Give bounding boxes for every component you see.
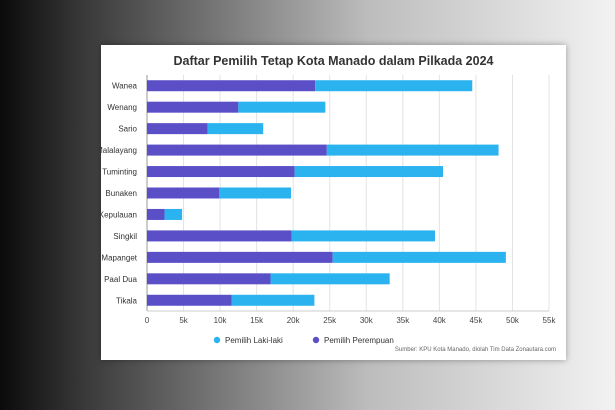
- category-label: Singkil: [113, 232, 137, 241]
- bar-perempuan: [147, 294, 232, 306]
- bar-perempuan: [147, 187, 220, 199]
- source-note: Sumber: KPU Kota Manado, diolah Tim Data…: [394, 347, 556, 353]
- category-label: Malalayang: [101, 146, 137, 155]
- category-label: Wanea: [112, 82, 138, 91]
- category-label: Tikala: [116, 296, 138, 305]
- category-label: Bunaken Kepulauan: [101, 210, 137, 219]
- bar-laki-laki: [270, 273, 390, 285]
- category-label: Paal Dua: [104, 275, 137, 284]
- bar-perempuan: [147, 251, 333, 263]
- bar-perempuan: [147, 166, 295, 178]
- bar-laki-laki: [294, 166, 444, 178]
- chart-card: Daftar Pemilih Tetap Kota Manado dalam P…: [101, 45, 566, 360]
- bar-perempuan: [147, 123, 208, 135]
- category-label: Tuminting: [102, 168, 137, 177]
- bar-perempuan: [147, 208, 165, 220]
- bar-perempuan: [147, 80, 316, 92]
- x-tick-label: 10k: [214, 316, 228, 325]
- x-tick-label: 55k: [543, 316, 557, 325]
- category-label: Mapanget: [101, 253, 137, 262]
- x-tick-label: 50k: [506, 316, 520, 325]
- chart-svg: 0 5k 10k 15k 20k 25k 30k 35k 40k 45k 50k 55k Wanea We…: [101, 75, 557, 345]
- x-tick-label: 15k: [250, 316, 264, 325]
- x-tick-label: 45k: [469, 316, 483, 325]
- bar-perempuan: [147, 144, 327, 156]
- x-tick-label: 35k: [396, 316, 410, 325]
- x-tick-label: 25k: [323, 316, 337, 325]
- bar-perempuan: [147, 230, 292, 242]
- legend-label: Pemilih Laki-laki: [225, 336, 283, 345]
- bar-laki-laki: [326, 144, 499, 156]
- x-tick-label: 20k: [287, 316, 301, 325]
- legend-swatch: [213, 336, 221, 344]
- category-label: Bunaken: [105, 189, 137, 198]
- bar-laki-laki: [291, 230, 435, 242]
- bar-laki-laki: [207, 123, 264, 135]
- bar-laki-laki: [231, 294, 315, 306]
- legend-swatch: [312, 336, 320, 344]
- bar-laki-laki: [332, 251, 506, 263]
- bar-laki-laki: [164, 208, 183, 220]
- bar-perempuan: [147, 101, 239, 113]
- x-tick-label: 30k: [360, 316, 374, 325]
- category-label: Wenang: [107, 103, 137, 112]
- legend-label: Pemilih Perempuan: [324, 336, 394, 345]
- x-tick-label: 5k: [179, 316, 188, 325]
- bar-laki-laki: [238, 101, 326, 113]
- x-tick-label: 40k: [433, 316, 447, 325]
- chart-title: Daftar Pemilih Tetap Kota Manado dalam P…: [173, 54, 494, 68]
- bar-laki-laki: [315, 80, 473, 92]
- bar-perempuan: [147, 273, 271, 285]
- x-tick-label: 0: [145, 316, 150, 325]
- bar-laki-laki: [219, 187, 291, 199]
- category-label: Sario: [118, 125, 137, 134]
